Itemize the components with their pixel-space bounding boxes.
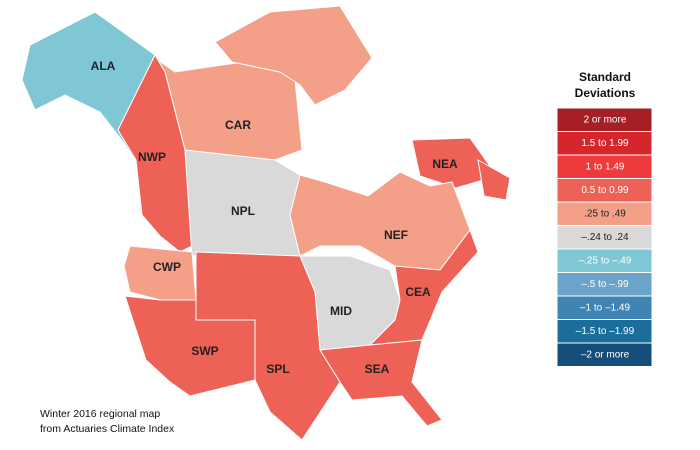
region-label: NPL — [231, 204, 255, 218]
region-shape — [214, 5, 373, 106]
region-shape — [477, 159, 511, 201]
regions: ALA CAR NWP NEA NPL NEF CWP MID CEA SWP SPL SEA — [21, 5, 511, 441]
region-label: CWP — [153, 260, 181, 274]
legend-label: –1 to –1.49 — [580, 302, 630, 313]
region-shape — [319, 339, 443, 427]
region-label: MID — [330, 304, 352, 318]
legend-label: –.25 to –.49 — [579, 255, 632, 266]
region-label: SWP — [191, 344, 218, 358]
region-shape — [368, 228, 479, 346]
legend-label: –2 or more — [581, 349, 630, 360]
legend: Standard Deviations 2 or more 1.5 to 1.99 1 … — [556, 70, 653, 367]
region-label: NWP — [138, 150, 166, 164]
legend-label: 1.5 to 1.99 — [581, 138, 629, 149]
region-label: SPL — [266, 362, 289, 376]
region-label: NEF — [384, 228, 408, 242]
caption: from Actuaries Climate Index — [40, 423, 175, 435]
region-label: SEA — [365, 362, 390, 376]
region-label: CEA — [405, 285, 431, 299]
caption: Winter 2016 regional map — [40, 408, 160, 420]
legend-label: –.24 to .24 — [581, 232, 629, 243]
legend-title: Deviations — [575, 86, 636, 100]
region-label: CAR — [225, 118, 251, 132]
region-shape — [117, 53, 193, 253]
legend-label: .25 to .49 — [584, 208, 626, 219]
legend-title: Standard — [579, 70, 631, 84]
region-shape — [411, 137, 498, 189]
legend-label: 0.5 to 0.99 — [581, 185, 629, 196]
region-label: NEA — [432, 157, 458, 171]
region-label: ALA — [91, 59, 116, 73]
region-shape — [21, 11, 156, 173]
legend-label: 2 or more — [584, 114, 627, 125]
legend-label: –1.5 to –1.99 — [576, 326, 635, 337]
legend-label: 1 to 1.49 — [586, 161, 625, 172]
legend-swatch — [556, 342, 653, 367]
legend-label: –.5 to –.99 — [581, 279, 629, 290]
region-shape — [195, 251, 341, 441]
